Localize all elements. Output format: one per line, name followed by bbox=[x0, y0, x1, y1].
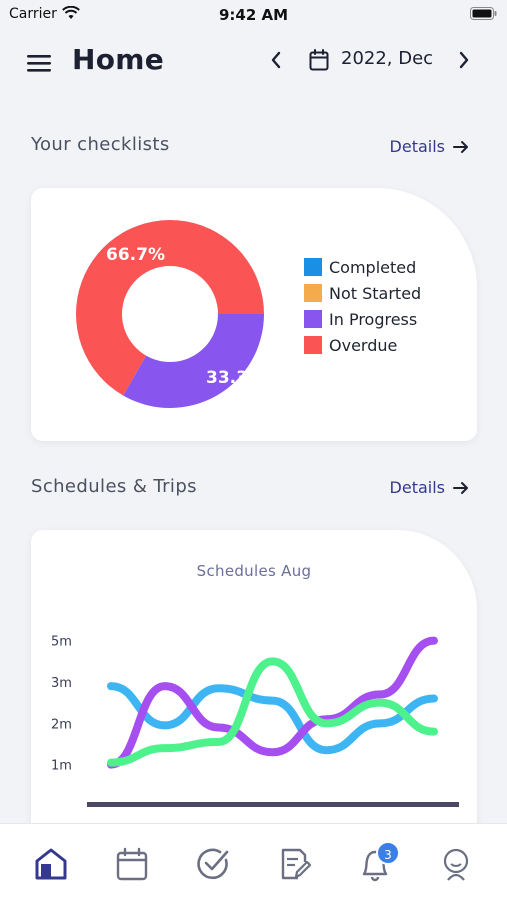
legend-label: Not Started bbox=[329, 283, 422, 303]
legend-item: Overdue bbox=[304, 332, 421, 358]
arrow-right-icon bbox=[453, 481, 468, 494]
series-line-3 bbox=[107, 657, 438, 767]
chevron-left-icon[interactable] bbox=[268, 50, 284, 70]
y-tick-label: 1m bbox=[51, 759, 72, 774]
notification-badge: 3 bbox=[376, 841, 400, 865]
schedules-details-link[interactable]: Details bbox=[390, 478, 469, 497]
legend-swatch bbox=[304, 310, 322, 328]
checklists-card[interactable]: 33.3% 66.7% Completed Not Started In Progre… bbox=[31, 188, 477, 441]
y-tick-label: 3m bbox=[51, 676, 72, 691]
check-circle-icon bbox=[197, 848, 229, 880]
series-line-2 bbox=[107, 636, 438, 769]
schedules-section-title: Schedules & Trips bbox=[31, 476, 197, 497]
nav-home[interactable] bbox=[31, 844, 71, 884]
donut-slice-overdue[interactable] bbox=[76, 220, 264, 396]
legend-swatch bbox=[304, 284, 322, 302]
legend-swatch bbox=[304, 336, 322, 354]
bottom-nav: 3 bbox=[0, 823, 507, 900]
nav-notifications[interactable] bbox=[355, 844, 395, 884]
nav-checklists[interactable] bbox=[193, 844, 233, 884]
clock: 9:42 AM bbox=[218, 6, 289, 24]
nav-profile[interactable] bbox=[436, 844, 476, 884]
menu-icon[interactable] bbox=[27, 54, 51, 72]
y-tick-label: 5m bbox=[51, 635, 72, 650]
chart-baseline bbox=[87, 802, 459, 807]
nav-forms[interactable] bbox=[274, 844, 314, 884]
calendar-icon[interactable] bbox=[309, 49, 329, 71]
legend-label: Completed bbox=[329, 257, 417, 277]
page-title: Home bbox=[72, 43, 165, 76]
details-label: Details bbox=[389, 137, 445, 156]
legend-label: In Progress bbox=[329, 309, 418, 329]
checklists-section-title: Your checklists bbox=[31, 134, 170, 155]
status-bar: Carrier 9:42 AM bbox=[0, 0, 507, 30]
schedules-line-chart: 5m 3m 2m 1m bbox=[51, 635, 459, 807]
legend-label: Overdue bbox=[329, 335, 398, 355]
arrow-right-icon bbox=[453, 140, 468, 153]
month-label[interactable]: 2022, Dec bbox=[341, 48, 434, 69]
legend-item: In Progress bbox=[304, 306, 421, 332]
bell-icon bbox=[362, 850, 388, 882]
nav-calendar[interactable] bbox=[112, 844, 152, 884]
legend-item: Completed bbox=[304, 254, 421, 280]
profile-icon bbox=[443, 848, 469, 881]
wifi-icon bbox=[62, 6, 80, 19]
chevron-right-icon[interactable] bbox=[456, 50, 472, 70]
checklists-details-link[interactable]: Details bbox=[390, 137, 469, 156]
checklist-legend: Completed Not Started In Progress Overdue bbox=[304, 254, 421, 358]
series-line-1 bbox=[107, 682, 438, 755]
donut-label: 33.3% bbox=[206, 368, 264, 388]
checklist-donut-chart: 33.3% 66.7% bbox=[76, 220, 264, 408]
y-tick-label: 2m bbox=[51, 717, 72, 732]
home-icon bbox=[35, 848, 67, 880]
edit-document-icon bbox=[281, 848, 312, 880]
chart-title: Schedules Aug bbox=[196, 562, 312, 580]
carrier-label: Carrier bbox=[9, 6, 57, 22]
schedules-card[interactable]: Schedules Aug 5m 3m 2m 1m bbox=[31, 530, 477, 850]
calendar-icon bbox=[116, 847, 148, 881]
battery-icon bbox=[470, 7, 497, 20]
legend-item: Not Started bbox=[304, 280, 421, 306]
legend-swatch bbox=[304, 258, 322, 276]
donut-label: 66.7% bbox=[106, 245, 165, 265]
app-header: Home 2022, Dec bbox=[0, 40, 507, 84]
donut-slice-in-progress[interactable] bbox=[123, 314, 264, 408]
details-label: Details bbox=[389, 478, 445, 497]
